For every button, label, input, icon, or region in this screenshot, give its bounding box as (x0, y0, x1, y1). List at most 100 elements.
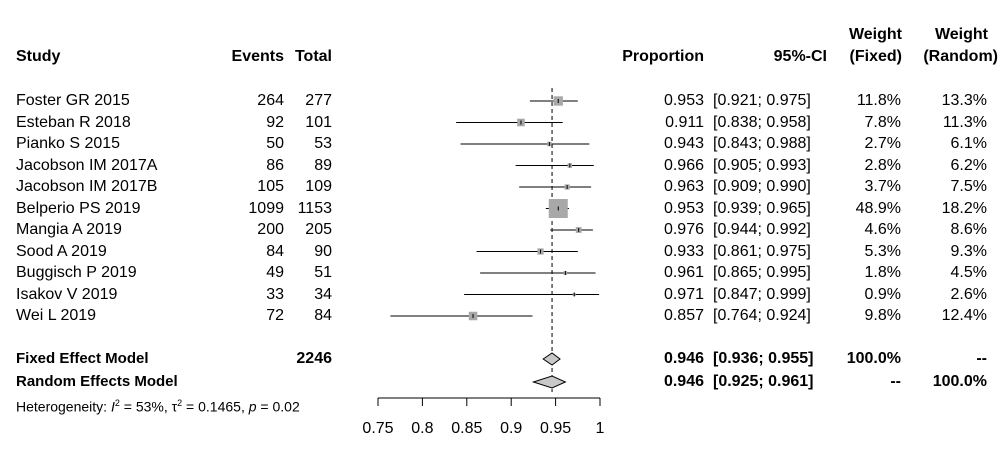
events-value: 105 (257, 178, 284, 195)
header-ci: 95%-CI (773, 48, 827, 65)
ci-value: [0.909; 0.990] (713, 178, 811, 195)
events-value: 33 (266, 285, 284, 303)
fixed-model-label: Fixed Effect Model (16, 350, 149, 367)
events-value: 49 (266, 264, 284, 281)
total-value: 90 (314, 242, 332, 260)
fixed-model-weight-random: -- (976, 350, 987, 367)
study-name: Jacobson IM 2017A (16, 156, 158, 174)
x-tick-label: 0.9 (500, 420, 523, 437)
total-value: 205 (305, 221, 332, 238)
random-model-label: Random Effects Model (16, 373, 178, 390)
p-value: = 0.02 (256, 398, 300, 415)
study-name: Isakov V 2019 (16, 285, 118, 303)
weight-fixed-value: 0.9% (864, 285, 901, 303)
proportion-value: 0.976 (663, 221, 704, 238)
weight-fixed-value: 1.8% (864, 264, 901, 281)
header-proportion: Proportion (622, 48, 704, 65)
random-model-weight-random: 100.0% (932, 373, 987, 390)
weight-random-value: 2.6% (950, 285, 987, 303)
proportion-value: 0.961 (663, 264, 704, 281)
weight-fixed-value: 2.7% (864, 135, 901, 152)
p-symbol: p (248, 398, 257, 415)
proportion-value: 0.943 (663, 135, 704, 152)
weight-random-value: 12.4% (941, 307, 987, 324)
ci-value: [0.865; 0.995] (713, 264, 811, 281)
study-name: Pianko S 2015 (16, 135, 121, 152)
events-value: 92 (266, 113, 284, 131)
weight-random-value: 9.3% (950, 242, 987, 260)
total-value: 89 (314, 156, 332, 174)
header-weight-fixed-1: Weight (848, 26, 902, 43)
fixed-model-weight-fixed: 100.0% (846, 350, 901, 367)
ci-value: [0.764; 0.924] (713, 307, 811, 324)
fixed-model-ci: [0.936; 0.955] (713, 350, 814, 367)
proportion-value: 0.857 (663, 307, 704, 324)
proportion-value: 0.966 (663, 156, 704, 174)
i2-value: = 53%, (119, 398, 172, 415)
header-weight-fixed-2: (Fixed) (849, 48, 902, 65)
fixed-effect-diamond (542, 352, 561, 366)
ci-value: [0.843; 0.988] (713, 135, 811, 152)
x-tick-label: 0.8 (411, 420, 434, 437)
total-value: 51 (314, 264, 332, 281)
proportion-value: 0.963 (663, 178, 704, 195)
weight-random-value: 8.6% (950, 221, 987, 238)
header-events: Events (231, 48, 284, 65)
weight-fixed-value: 4.6% (864, 221, 901, 238)
weight-fixed-value: 11.8% (856, 92, 901, 109)
header-study: Study (16, 48, 61, 65)
heterogeneity-text: Heterogeneity: I2 = 53%, τ2 = 0.1465, p … (16, 394, 300, 416)
weight-random-value: 18.2% (941, 199, 987, 217)
weight-fixed-value: 7.8% (864, 113, 901, 131)
weight-random-value: 6.1% (950, 135, 987, 152)
events-value: 86 (266, 156, 284, 174)
weight-fixed-value: 3.7% (864, 178, 901, 195)
ci-value: [0.921; 0.975] (713, 92, 811, 109)
proportion-value: 0.953 (663, 199, 704, 217)
ci-value: [0.847; 0.999] (713, 285, 811, 303)
proportion-value: 0.911 (665, 113, 704, 131)
i2-superscript: 2 (114, 398, 120, 408)
x-tick-label: 1 (595, 420, 605, 437)
ci-value: [0.905; 0.993] (713, 156, 811, 174)
x-tick-label: 0.85 (451, 420, 483, 437)
events-value: 72 (266, 307, 284, 324)
header-weight-random-1: Weight (934, 26, 988, 43)
random-model-weight-fixed: -- (890, 373, 901, 390)
random-effect-diamond (531, 375, 567, 389)
total-value: 101 (305, 113, 332, 131)
weight-random-value: 4.5% (950, 264, 987, 281)
weight-random-value: 7.5% (950, 178, 987, 195)
events-value: 50 (266, 135, 284, 152)
ci-value: [0.838; 0.958] (713, 113, 811, 131)
proportion-value: 0.953 (663, 92, 704, 109)
total-value: 109 (305, 178, 332, 195)
weight-random-value: 6.2% (950, 156, 987, 174)
study-name: Foster GR 2015 (16, 92, 130, 109)
x-tick-label: 0.95 (540, 420, 572, 437)
heterogeneity-prefix: Heterogeneity: (16, 398, 111, 415)
fixed-model-total: 2246 (296, 350, 332, 367)
ci-value: [0.939; 0.965] (713, 199, 811, 217)
tau-symbol: τ (171, 398, 178, 415)
fixed-model-proportion: 0.946 (663, 350, 704, 367)
study-name: Esteban R 2018 (16, 113, 131, 131)
total-value: 84 (314, 307, 332, 324)
events-value: 84 (266, 242, 284, 260)
events-value: 1099 (248, 199, 284, 217)
proportion-value: 0.971 (663, 285, 704, 303)
weight-fixed-value: 5.3% (864, 242, 901, 260)
total-value: 53 (314, 135, 332, 152)
tau-superscript: 2 (177, 398, 183, 408)
random-model-ci: [0.925; 0.961] (713, 373, 814, 390)
weight-random-value: 13.3% (941, 92, 987, 109)
study-name: Mangia A 2019 (16, 221, 122, 238)
tau-value: = 0.1465, (182, 398, 249, 415)
i2-symbol: I (110, 398, 115, 415)
weight-fixed-value: 2.8% (864, 156, 901, 174)
study-name: Sood A 2019 (16, 242, 107, 260)
total-value: 277 (305, 92, 332, 109)
total-value: 34 (314, 285, 332, 303)
events-value: 264 (257, 92, 284, 109)
